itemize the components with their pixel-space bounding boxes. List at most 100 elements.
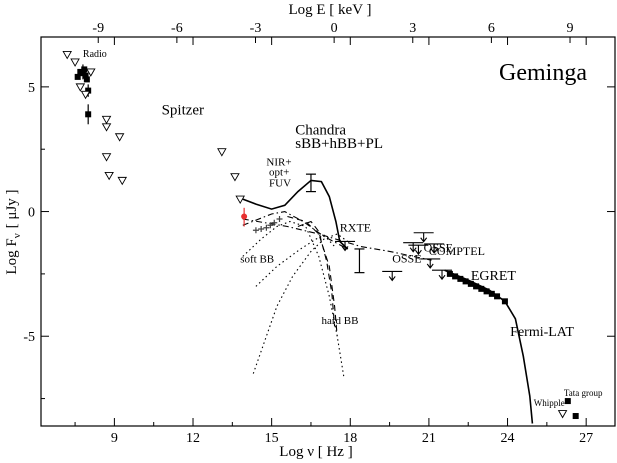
triangle-down-point <box>101 123 112 132</box>
x-tick-label: 18 <box>343 431 357 446</box>
y-axis-label: Log Fν [ μJy ] <box>4 189 23 274</box>
annotation-label: Fermi-LAT <box>510 325 574 340</box>
x-tick-label: 24 <box>501 431 515 446</box>
triangle-down-point <box>217 148 227 157</box>
x2-tick-label: -9 <box>92 21 104 36</box>
model-curves <box>242 179 534 424</box>
square-point <box>473 283 480 290</box>
plot-frame <box>40 36 616 427</box>
triangle-down-point <box>86 68 96 77</box>
plus-point <box>276 216 283 223</box>
square-point <box>85 87 92 94</box>
plus-point <box>263 224 270 231</box>
annotation-label: opt+ <box>269 166 289 178</box>
circle-point <box>241 213 248 220</box>
triangle-down-point <box>75 83 86 92</box>
plus-point <box>252 227 259 234</box>
x-tick-label: 15 <box>265 431 279 446</box>
square-point <box>501 298 508 305</box>
annotation-label: FUV <box>269 178 291 190</box>
x2-tick-label: 3 <box>409 21 416 36</box>
upper-limit-marker <box>413 232 434 243</box>
triangle-down-point <box>230 173 240 182</box>
x2-axis-label: Log E [ keV ] <box>288 2 371 18</box>
square-point <box>478 285 485 292</box>
triangle-down-point <box>80 90 91 100</box>
annotation-label: soft BB <box>240 254 274 266</box>
annotation-label: Tata group <box>564 388 603 398</box>
annotation-label: Radio <box>83 49 107 60</box>
x-tick-label: 27 <box>579 431 593 446</box>
triangle-down-point <box>62 51 72 60</box>
triangle-down-point <box>70 58 80 67</box>
upper-limit-marker <box>335 240 356 252</box>
annotation-label: NIR+ <box>266 156 291 168</box>
x-tick-label: 21 <box>422 431 436 446</box>
plus-point <box>258 226 265 233</box>
model-curve-dash-dot <box>242 218 432 261</box>
square-point <box>467 280 474 287</box>
x2-tick-label: -3 <box>250 21 262 36</box>
x-tick-label: 9 <box>111 431 118 446</box>
square-point <box>488 290 495 297</box>
upper-limit-marker <box>408 244 429 256</box>
square-point <box>572 413 579 420</box>
upper-limit-marker <box>420 258 441 269</box>
x2-tick-label: 6 <box>488 21 495 36</box>
triangle-down-point <box>101 115 112 125</box>
model-curve-dashed <box>287 215 338 337</box>
upper-limit-marker <box>424 243 445 254</box>
square-point <box>462 278 469 285</box>
annotation-label: Whipple <box>534 398 565 408</box>
square-point <box>494 293 501 300</box>
square-point <box>446 270 453 277</box>
square-point <box>81 66 88 73</box>
annotation-label: RXTE <box>340 221 371 235</box>
square-point <box>83 76 90 83</box>
y-axis-label-main: Log F <box>4 238 20 274</box>
square-point <box>564 398 571 405</box>
model-curve-dash-dot <box>242 211 348 250</box>
square-point <box>85 111 92 118</box>
x-axis-label: Log ν [ Hz ] <box>279 444 352 460</box>
square-point <box>82 72 89 79</box>
square-point <box>452 273 459 280</box>
x2-tick-label: -6 <box>171 21 183 36</box>
upper-limit-marker <box>432 269 453 281</box>
y-axis-label-unit: [ μJy ] <box>4 189 20 228</box>
annotation-label: sBB+hBB+PL <box>295 136 383 152</box>
y-axis-label-sub: ν <box>11 233 23 238</box>
x2-tick-label: 9 <box>567 21 574 36</box>
annotation-label: OSSE <box>424 240 453 254</box>
x2-tick-label: 0 <box>331 21 338 36</box>
y-tick-label: -5 <box>23 330 35 345</box>
model-curve-dotted <box>242 220 345 377</box>
plus-point <box>271 219 278 226</box>
annotation-label: COMPTEL <box>429 244 485 258</box>
annotation-label: hard BB <box>321 315 358 327</box>
chart-title: Geminga <box>499 60 587 86</box>
model-curve-solid <box>242 179 349 250</box>
annotation-label: EGRET <box>471 269 517 284</box>
triangle-down-point <box>235 195 245 204</box>
square-point <box>74 73 81 80</box>
tick-labels: 9 12 15 18 21 24 27 -9 -6 -3 0 3 6 9 5 0 -5 <box>23 21 593 446</box>
plus-point <box>267 222 274 229</box>
triangle-down-point <box>557 410 568 419</box>
square-point <box>483 288 490 295</box>
axis-ticks <box>41 37 615 426</box>
annotation-label: Chandra <box>295 122 346 138</box>
y-tick-label: 0 <box>28 206 35 221</box>
upper-limit-marker <box>382 270 403 282</box>
square-point <box>457 275 464 282</box>
x-tick-label: 12 <box>186 431 200 446</box>
data-points <box>62 51 579 420</box>
y-tick-label: 5 <box>28 81 35 96</box>
annotation-label: Spitzer <box>162 102 205 118</box>
triangle-down-point <box>101 153 112 162</box>
triangle-down-point <box>117 176 128 186</box>
error-bars <box>82 64 365 274</box>
model-curve-dotted <box>255 234 336 287</box>
